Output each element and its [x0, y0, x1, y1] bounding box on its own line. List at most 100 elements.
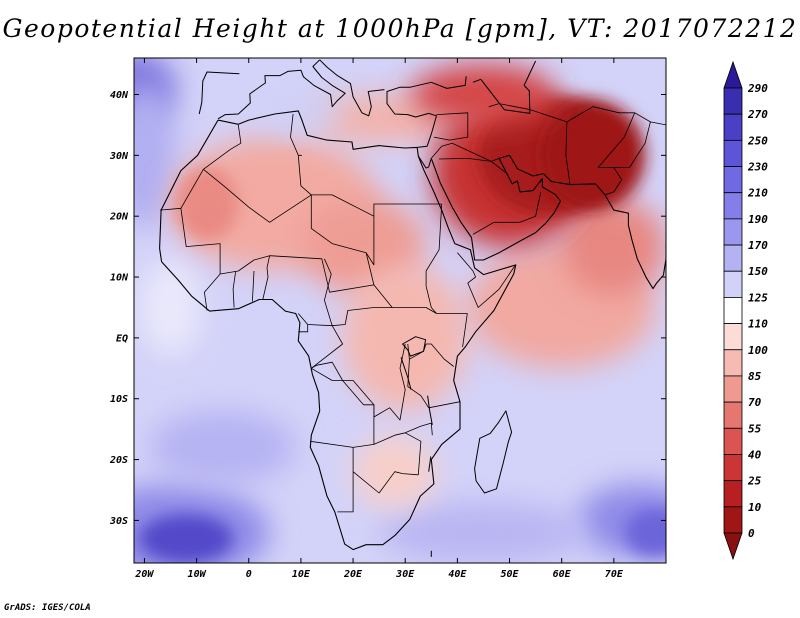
colorbar-level-label: 25 [747, 475, 762, 488]
colorbar-segment [723, 401, 743, 429]
colorbar-segment [723, 113, 743, 141]
x-tick-label: 0 [246, 569, 252, 580]
balkans-coast [319, 59, 385, 117]
colorbar-segment [723, 427, 743, 455]
south-atlantic-high-core [139, 514, 234, 563]
coastlines-and-borders [159, 59, 666, 557]
country-border-16 [407, 359, 460, 409]
sinai-coast [417, 155, 432, 169]
madagascar-coast [474, 410, 513, 494]
mediterranean-east [306, 94, 453, 144]
country-border-17 [433, 112, 469, 141]
y-tick-label: 10N [110, 273, 129, 284]
country-border-29 [232, 270, 237, 308]
colorbar-segment [723, 139, 743, 167]
x-tick-label: 70E [605, 569, 624, 580]
colorbar-top-arrow [723, 60, 743, 89]
country-border-33 [307, 324, 343, 369]
colorbar-level-label: 230 [747, 161, 768, 174]
colorbar-segment [723, 166, 743, 194]
africa-coastline [159, 110, 517, 551]
colorbar-segment [723, 323, 743, 351]
axis-ticks: 20W 10W 0 10E 20E 30E 40E 50E 60E 70E 40N 30N 20N 10N… [109, 58, 666, 580]
country-border-18 [430, 142, 500, 162]
x-tick-label: 20W [134, 569, 154, 580]
colorbar-segment [723, 297, 743, 324]
y-tick-label: 10S [110, 394, 128, 405]
country-border-14 [405, 432, 422, 475]
map-frame [133, 57, 667, 564]
pakistan-heat-low [540, 100, 646, 211]
central-africa [342, 264, 468, 411]
colorbar-level-label: 10 [748, 501, 762, 514]
iberia-coast [198, 71, 240, 115]
south-atlantic-band [149, 410, 296, 484]
colorbar-level-label: 85 [748, 370, 762, 383]
country-border-7 [425, 203, 443, 314]
colorbar-segment [723, 349, 743, 377]
country-border-13 [373, 422, 433, 445]
colorbar-level-label: 0 [748, 527, 755, 540]
x-tick-label: 50E [500, 569, 519, 580]
caucasus-low [410, 64, 557, 125]
colorbar-level-label: 190 [748, 213, 768, 226]
colorbar: 2902702502302101901701501251101008570554… [723, 60, 768, 561]
y-tick-label: 30N [109, 151, 129, 162]
country-border-5 [324, 258, 393, 327]
country-border-3 [180, 208, 374, 293]
mediterranean-north-coast [217, 59, 346, 120]
colorbar-segment [723, 192, 743, 220]
colorbar-level-label: 210 [747, 187, 768, 200]
country-border-23 [613, 112, 651, 168]
x-tick-label: 30E [395, 569, 415, 580]
country-border-21 [488, 103, 571, 185]
india-west [561, 197, 666, 296]
x-tick-label: 10W [188, 569, 207, 580]
country-border-6 [365, 216, 375, 266]
gulf-guinea-band [139, 258, 202, 357]
colorbar-level-label: 55 [748, 422, 762, 435]
country-border-26 [297, 155, 312, 196]
x-tick-label: 20E [343, 569, 363, 580]
colorbar-level-label: 290 [747, 82, 768, 95]
turkey-levant-coast [386, 76, 467, 148]
colorbar-segment [723, 375, 743, 403]
x-tick-label: 10E [292, 569, 311, 580]
mediterranean-west [259, 94, 343, 132]
x-tick-label: 40E [448, 569, 467, 580]
country-border-4 [310, 194, 468, 348]
mozambique-channel-detail [428, 456, 432, 472]
chart-title: Geopotential Height at 1000hPa [gpm], VT… [2, 14, 798, 43]
colorbar-level-label: 40 [748, 448, 762, 461]
colorbar-level-label: 250 [747, 134, 768, 147]
colorbar-level-label: 170 [748, 239, 768, 252]
y-tick-label: 20N [109, 212, 129, 223]
country-border-27 [290, 113, 302, 156]
y-tick-label: 20S [109, 455, 128, 466]
colorbar-level-label: 70 [748, 396, 762, 409]
y-tick-label: 40N [110, 90, 129, 101]
country-border-24 [650, 121, 666, 126]
y-tick-label: EQ [116, 333, 128, 344]
atlantic-ridge [134, 82, 176, 229]
country-border-1 [203, 168, 442, 223]
geopotential-field [134, 58, 666, 563]
colorbar-level-label: 125 [748, 291, 768, 304]
country-border-12 [352, 471, 419, 494]
colorbar-level-label: 100 [748, 344, 768, 357]
colorbar-segment [723, 218, 743, 246]
country-border-30 [252, 270, 255, 302]
colorbar-level-label: 150 [748, 265, 768, 278]
colorbar-segment [723, 506, 743, 534]
colorbar-level-label: 110 [748, 318, 768, 331]
colorbar-segment [723, 244, 743, 272]
colorbar-bottom-arrow [723, 532, 743, 561]
country-border-22 [566, 106, 636, 196]
country-border-32 [297, 313, 309, 333]
west-sahara-low [175, 167, 239, 241]
grads-credit: GrADS: IGES/COLA [4, 603, 91, 613]
colorbar-segment [723, 87, 743, 115]
country-border-20 [472, 191, 542, 235]
colorbar-level-label: 270 [747, 108, 768, 121]
